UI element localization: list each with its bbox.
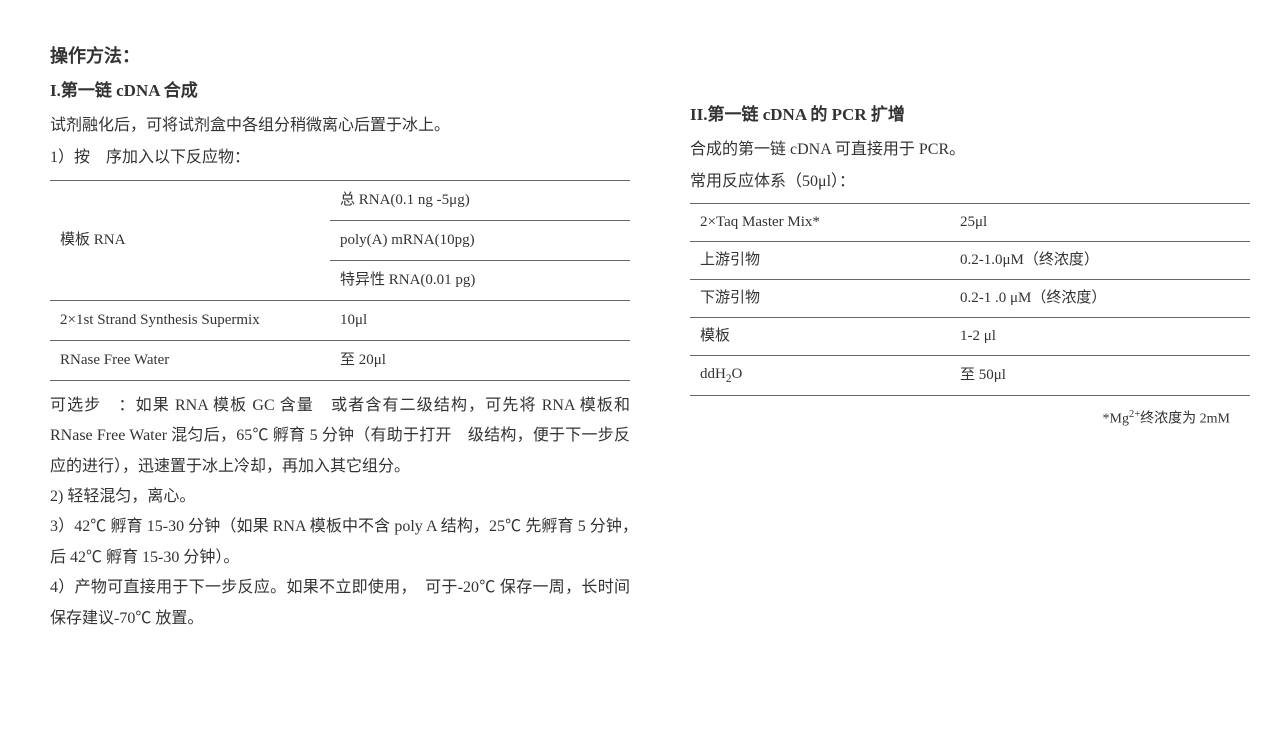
table2-row4-c2: 1-2 μl: [950, 318, 1250, 356]
pcr-table: 2×Taq Master Mix* 25μl 上游引物 0.2-1.0μM（终浓…: [690, 203, 1250, 395]
table2-row1-c1: 2×Taq Master Mix*: [690, 204, 950, 242]
table2-row3-c1: 下游引物: [690, 280, 950, 318]
step-4: 4）产物可直接用于下一步反应。如果不立即使用， 可于-20℃ 保存一周，长时间保…: [50, 573, 630, 634]
footnote: *Mg2+终浓度为 2mM: [690, 406, 1250, 432]
section-2-title: II.第一链 cDNA 的 PCR 扩增: [690, 100, 1250, 131]
table1-row3-c2: 至 20μl: [330, 340, 630, 380]
table1-row1-c1: 模板 RNA: [50, 180, 330, 300]
section-2-intro: 合成的第一链 cDNA 可直接用于 PCR。: [690, 135, 1250, 165]
reagent-table-1: 模板 RNA 总 RNA(0.1 ng -5μg) poly(A) mRNA(1…: [50, 180, 630, 381]
section-2-subtitle: 常用反应体系（50μl）：: [690, 167, 1250, 197]
section-1-intro: 试剂融化后，可将试剂盒中各组分稍微离心后置于冰上。: [50, 111, 630, 141]
table2-row5-c2: 至 50μl: [950, 356, 1250, 395]
step-1-intro: 1）按 序加入以下反应物：: [50, 143, 630, 173]
table2-row2-c1: 上游引物: [690, 242, 950, 280]
table1-row1-c2b: poly(A) mRNA(10pg): [330, 220, 630, 260]
table1-row2-c1: 2×1st Strand Synthesis Supermix: [50, 300, 330, 340]
table2-row4-c1: 模板: [690, 318, 950, 356]
right-column: II.第一链 cDNA 的 PCR 扩增 合成的第一链 cDNA 可直接用于 P…: [690, 40, 1250, 634]
table1-row1-c2c: 特异性 RNA(0.01 pg): [330, 260, 630, 300]
step-2: 2) 轻轻混匀，离心。: [50, 482, 630, 512]
main-title: 操作方法：: [50, 40, 630, 72]
left-column: 操作方法： I.第一链 cDNA 合成 试剂融化后，可将试剂盒中各组分稍微离心后…: [50, 40, 630, 634]
table1-row1-c2a: 总 RNA(0.1 ng -5μg): [330, 180, 630, 220]
step-3: 3）42℃ 孵育 15-30 分钟（如果 RNA 模板中不含 poly A 结构…: [50, 512, 630, 573]
table2-row1-c2: 25μl: [950, 204, 1250, 242]
table2-row5-c1: ddH2O: [690, 356, 950, 395]
section-1-title: I.第一链 cDNA 合成: [50, 76, 630, 107]
table2-row3-c2: 0.2-1 .0 μM（终浓度）: [950, 280, 1250, 318]
optional-step: 可选步 ：如果 RNA 模板 GC 含量 或者含有二级结构，可先将 RNA 模板…: [50, 391, 630, 482]
table1-row3-c1: RNase Free Water: [50, 340, 330, 380]
table1-row2-c2: 10μl: [330, 300, 630, 340]
table2-row2-c2: 0.2-1.0μM（终浓度）: [950, 242, 1250, 280]
